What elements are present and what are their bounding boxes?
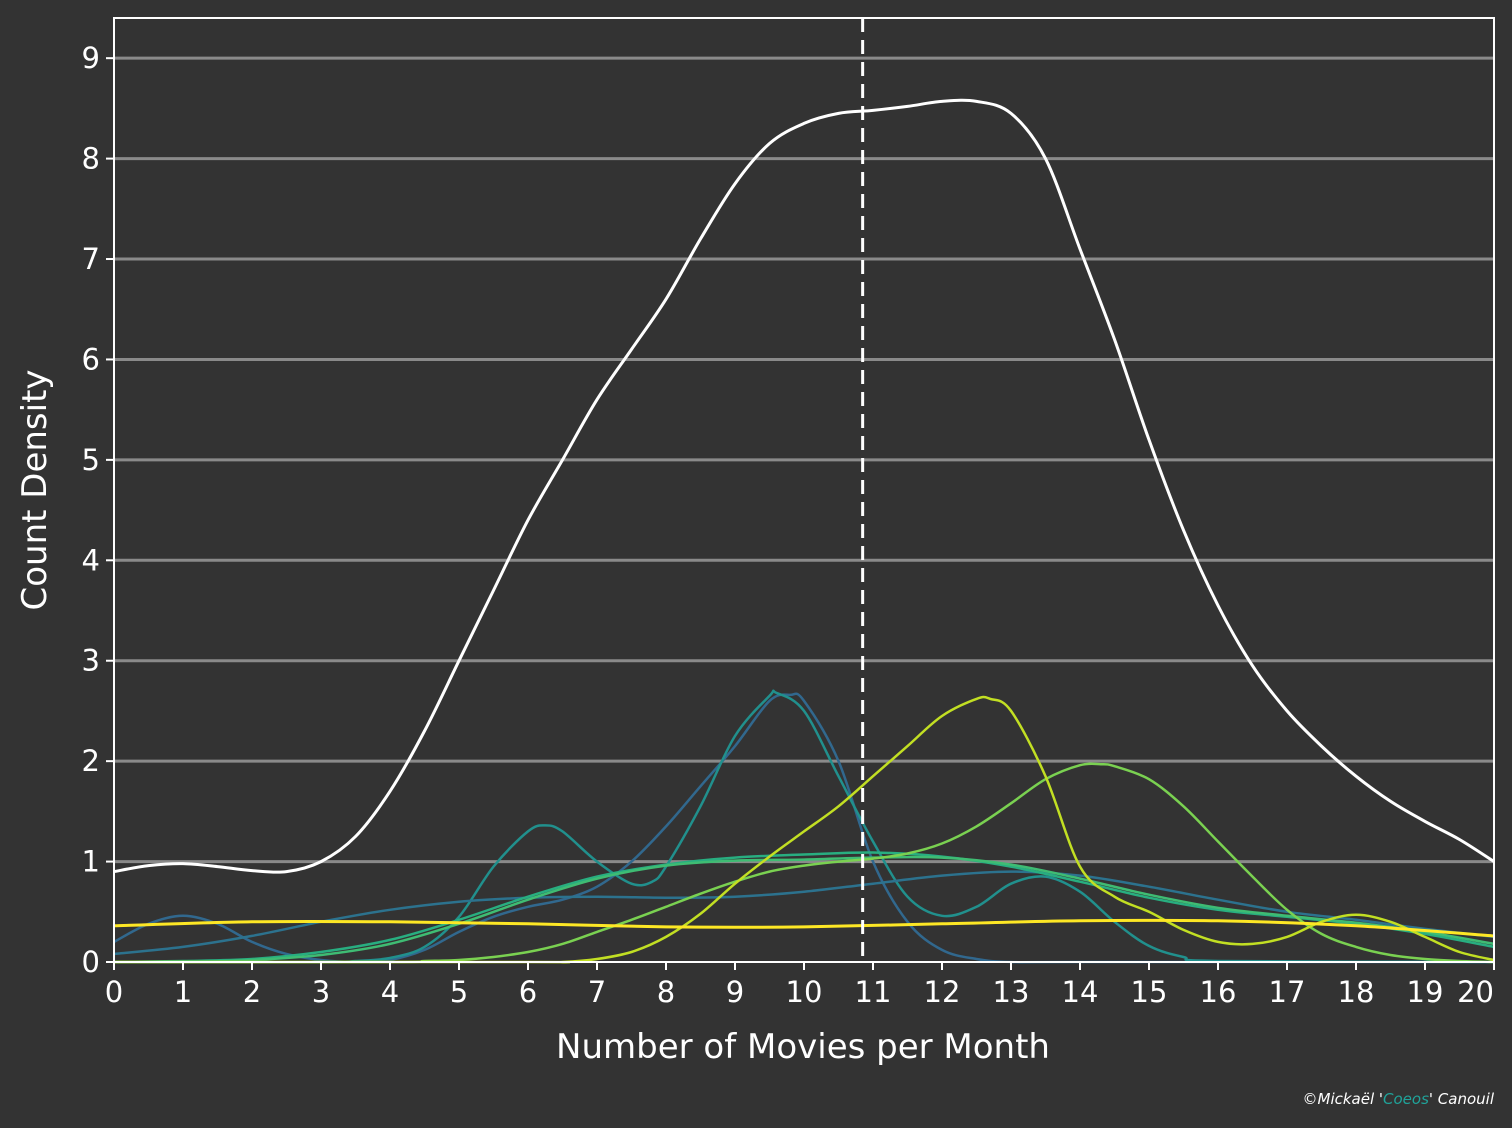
x-tick-label: 6 [519, 975, 537, 1009]
density-series [113, 98, 1495, 964]
y-tick-label: 9 [82, 41, 100, 75]
y-tick-label: 5 [82, 443, 100, 477]
x-tick-label: 10 [786, 975, 823, 1009]
x-tick-label: 12 [924, 975, 961, 1009]
x-tick-label: 5 [450, 975, 468, 1009]
density-line [113, 98, 1495, 874]
y-tick-label: 4 [82, 543, 100, 577]
y-axis-ticks: 0 1 2 3 4 5 6 7 8 9 [82, 41, 114, 979]
density-line [113, 855, 1495, 964]
x-tick-label: 1 [174, 975, 192, 1009]
y-tick-label: 8 [82, 142, 100, 176]
x-tick-label: 0 [105, 975, 123, 1009]
y-tick-label: 6 [82, 342, 100, 376]
credit-line: ©Mickaël 'Coeos' Canouil [1303, 1090, 1495, 1108]
density-line [114, 695, 1495, 964]
x-tick-label: 9 [726, 975, 744, 1009]
density-line [113, 918, 1495, 938]
x-axis-ticks: 0 1 2 3 4 5 6 7 8 9 10 11 12 13 14 15 16 17 18 19 20 [105, 962, 1495, 1009]
y-tick-label: 2 [82, 744, 100, 778]
density-line [113, 762, 1495, 964]
x-tick-label: 8 [657, 975, 675, 1009]
x-tick-label: 7 [588, 975, 606, 1009]
x-tick-label: 13 [993, 975, 1030, 1009]
x-tick-label: 15 [1131, 975, 1168, 1009]
x-tick-label: 2 [243, 975, 261, 1009]
x-tick-label: 18 [1338, 975, 1375, 1009]
x-tick-label: 20 [1457, 975, 1494, 1009]
credit-prefix: ©Mickaël ' [1303, 1090, 1384, 1108]
x-tick-label: 14 [1062, 975, 1099, 1009]
y-tick-label: 1 [82, 845, 100, 879]
x-axis-label: Number of Movies per Month [556, 1027, 1050, 1067]
y-tick-label: 3 [82, 644, 100, 678]
x-tick-label: 3 [312, 975, 330, 1009]
x-tick-label: 17 [1269, 975, 1306, 1009]
gridlines [114, 56, 1494, 864]
y-axis-label: Count Density [15, 369, 55, 610]
x-tick-label: 16 [1200, 975, 1237, 1009]
y-tick-label: 0 [82, 945, 100, 979]
credit-name: Coeos [1383, 1090, 1429, 1108]
density-line [113, 870, 1495, 956]
y-tick-label: 7 [82, 242, 100, 276]
x-tick-label: 11 [855, 975, 892, 1009]
x-tick-label: 19 [1407, 975, 1444, 1009]
credit-suffix: ' Canouil [1429, 1090, 1495, 1108]
x-tick-label: 4 [381, 975, 399, 1009]
